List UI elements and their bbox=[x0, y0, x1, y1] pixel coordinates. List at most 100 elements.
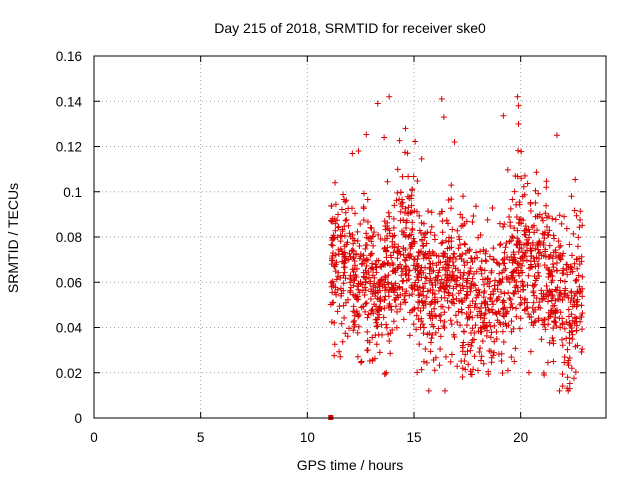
data-point bbox=[565, 306, 572, 313]
data-point bbox=[436, 313, 443, 320]
data-point bbox=[508, 300, 515, 307]
data-point bbox=[460, 339, 467, 346]
data-point bbox=[373, 269, 380, 276]
data-point bbox=[531, 292, 538, 299]
data-point bbox=[386, 300, 393, 307]
data-point bbox=[423, 240, 430, 247]
data-point bbox=[391, 202, 398, 209]
data-point bbox=[390, 249, 397, 256]
data-point bbox=[561, 353, 568, 360]
data-point bbox=[402, 125, 409, 132]
data-point bbox=[387, 350, 394, 357]
data-point bbox=[527, 247, 534, 254]
data-point bbox=[499, 369, 506, 376]
data-point bbox=[415, 304, 422, 311]
data-point bbox=[543, 202, 550, 209]
data-point bbox=[427, 339, 434, 346]
data-point bbox=[473, 287, 480, 294]
data-point bbox=[370, 266, 377, 273]
data-point bbox=[395, 250, 402, 257]
data-point bbox=[437, 284, 444, 291]
data-point bbox=[545, 232, 552, 239]
data-point bbox=[536, 211, 543, 218]
data-point bbox=[395, 294, 402, 301]
data-point bbox=[488, 269, 495, 276]
data-point bbox=[363, 256, 370, 263]
data-point bbox=[423, 275, 430, 282]
data-point bbox=[487, 323, 494, 330]
data-point bbox=[386, 93, 393, 100]
data-point bbox=[513, 305, 520, 312]
data-point bbox=[482, 257, 489, 264]
data-point bbox=[431, 294, 438, 301]
data-point bbox=[484, 216, 491, 223]
data-point bbox=[355, 286, 362, 293]
data-point bbox=[462, 366, 469, 373]
data-point bbox=[328, 279, 335, 286]
data-point bbox=[389, 286, 396, 293]
data-point bbox=[415, 262, 422, 269]
data-point bbox=[571, 260, 578, 267]
data-point bbox=[519, 269, 526, 276]
data-point bbox=[449, 226, 456, 233]
data-point bbox=[552, 286, 559, 293]
data-point bbox=[399, 278, 406, 285]
data-point bbox=[540, 293, 547, 300]
data-point bbox=[350, 255, 357, 262]
data-point bbox=[469, 325, 476, 332]
data-point bbox=[343, 216, 350, 223]
data-point bbox=[566, 241, 573, 248]
data-point bbox=[529, 224, 536, 231]
data-point bbox=[459, 214, 466, 221]
data-point bbox=[362, 242, 369, 249]
data-point bbox=[445, 197, 452, 204]
data-point bbox=[490, 352, 497, 359]
data-point bbox=[363, 262, 370, 269]
data-point bbox=[403, 288, 410, 295]
data-point bbox=[440, 264, 447, 271]
data-point bbox=[405, 173, 412, 180]
data-point bbox=[381, 296, 388, 303]
data-point bbox=[551, 235, 558, 242]
data-point bbox=[444, 245, 451, 252]
data-point bbox=[501, 313, 508, 320]
data-point bbox=[535, 315, 542, 322]
data-point bbox=[370, 242, 377, 249]
data-point bbox=[510, 268, 517, 275]
data-point bbox=[429, 331, 436, 338]
data-point bbox=[563, 225, 570, 232]
data-point bbox=[345, 256, 352, 263]
data-point bbox=[391, 296, 398, 303]
data-point bbox=[579, 293, 586, 300]
data-point bbox=[376, 349, 383, 356]
data-point bbox=[546, 227, 553, 234]
data-point bbox=[345, 222, 352, 229]
data-point bbox=[552, 249, 559, 256]
data-point bbox=[385, 259, 392, 266]
data-point bbox=[451, 138, 458, 145]
data-point bbox=[494, 286, 501, 293]
data-point bbox=[378, 321, 385, 328]
data-point bbox=[385, 272, 392, 279]
data-point bbox=[386, 230, 393, 237]
data-point bbox=[367, 278, 374, 285]
data-point bbox=[546, 242, 553, 249]
data-point bbox=[429, 298, 436, 305]
data-point bbox=[515, 270, 522, 277]
data-point bbox=[564, 346, 571, 353]
data-point bbox=[576, 261, 583, 268]
data-point bbox=[350, 291, 357, 298]
data-point bbox=[365, 269, 372, 276]
data-point bbox=[568, 311, 575, 318]
data-point bbox=[518, 255, 525, 262]
data-point bbox=[390, 224, 397, 231]
data-point bbox=[335, 246, 342, 253]
data-point bbox=[475, 328, 482, 335]
data-point bbox=[519, 193, 526, 200]
data-point bbox=[454, 227, 461, 234]
data-point bbox=[356, 255, 363, 262]
data-point bbox=[400, 217, 407, 224]
data-point bbox=[448, 196, 455, 203]
data-point bbox=[459, 342, 466, 349]
data-point bbox=[417, 248, 424, 255]
